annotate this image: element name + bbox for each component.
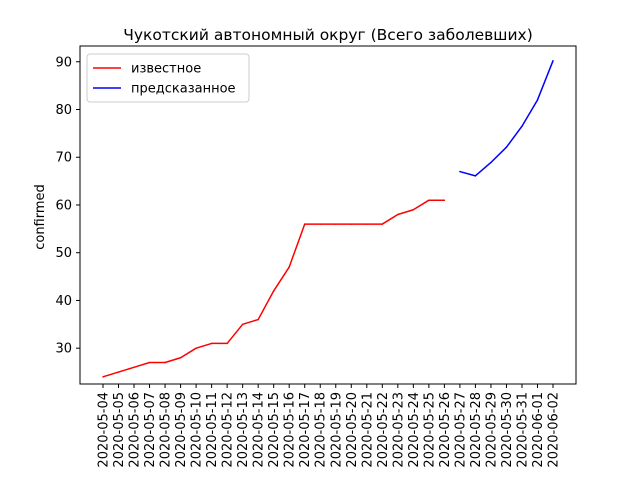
x-tick-label: 2020-05-30 [500,392,515,468]
data-point [505,146,508,148]
data-point [272,290,275,292]
y-tick-label: 80 [55,103,72,118]
data-point [536,99,539,101]
data-point [412,208,415,211]
data-point [241,323,244,326]
data-point [335,223,337,225]
x-tick-label: 2020-05-13 [236,392,251,468]
x-tick-label: 2020-05-26 [438,392,453,468]
x-tick-label: 2020-05-07 [143,392,158,468]
data-point [428,199,430,201]
data-point [490,161,492,164]
x-tick-label: 2020-05-21 [360,392,375,468]
x-tick-label: 2020-05-09 [174,392,189,468]
x-tick-label: 2020-06-01 [531,392,546,468]
y-tick-label: 40 [55,294,72,309]
x-tick-label: 2020-05-23 [391,392,406,468]
data-point [288,266,290,268]
x-tick-label: 2020-05-14 [252,392,267,468]
y-tick-label: 50 [55,246,72,261]
y-tick-label: 90 [55,55,72,70]
x-tick-label: 2020-06-02 [547,392,562,468]
data-point [459,170,461,173]
data-point [179,356,182,359]
x-tick-label: 2020-05-12 [221,392,236,468]
x-tick-label: 2020-05-19 [329,392,344,468]
x-tick-label: 2020-05-16 [283,392,298,468]
x-tick-label: 2020-05-20 [345,392,360,468]
y-tick-label: 60 [55,198,72,213]
data-point [366,223,368,225]
data-point [133,366,135,369]
data-point [226,342,228,345]
x-tick-label: 2020-05-29 [484,392,499,468]
x-tick-label: 2020-05-25 [422,392,437,468]
data-point [210,342,213,345]
x-tick-label: 2020-05-22 [376,392,391,468]
x-tick-label: 2020-05-04 [97,392,112,468]
data-point [117,371,120,373]
x-tick-label: 2020-05-24 [407,392,422,468]
data-point [195,347,197,349]
x-tick-label: 2020-05-08 [159,392,174,468]
x-tick-label: 2020-05-27 [453,392,468,468]
data-point [521,125,523,127]
data-point [148,361,151,364]
y-tick-label: 70 [55,151,72,166]
data-point [350,223,353,225]
data-point [381,223,384,225]
x-tick-label: 2020-05-06 [128,392,143,468]
legend-label: известное [131,62,201,77]
legend [86,53,250,103]
x-tick-label: 2020-05-11 [205,392,220,468]
data-point [164,361,166,364]
data-point [397,213,399,216]
chart-title: Чукотский автономный округ (Всего заболе… [123,26,533,44]
x-tick-label: 2020-05-10 [190,392,205,468]
data-point [319,223,321,225]
x-tick-label: 2020-05-31 [515,392,530,468]
x-tick-label: 2020-05-17 [298,392,313,468]
data-point [443,199,446,201]
data-point [552,60,554,62]
y-axis-label: confirmed [33,184,48,250]
data-point [474,175,477,177]
y-tick-label: 30 [55,342,72,357]
x-tick-label: 2020-05-18 [314,392,329,468]
x-tick-label: 2020-05-05 [112,392,127,468]
data-point [303,223,306,225]
legend-label: предсказанное [131,82,236,97]
data-point [102,376,104,378]
data-point [257,318,259,321]
x-tick-label: 2020-05-28 [469,392,484,468]
x-tick-label: 2020-05-15 [267,392,282,468]
